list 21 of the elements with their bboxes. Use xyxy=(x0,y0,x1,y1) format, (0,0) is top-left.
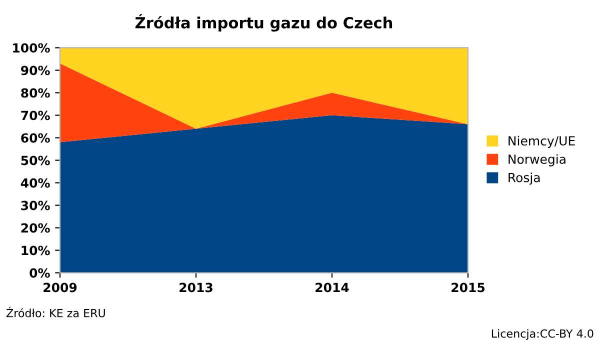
y-tick-label: 60% xyxy=(21,133,50,143)
y-tick-label: 80% xyxy=(21,88,50,98)
y-tick-label: 90% xyxy=(21,66,50,76)
chart-title: Źródła importu gazu do Czech xyxy=(135,14,392,32)
y-tick-label: 70% xyxy=(21,110,50,120)
y-tick-label: 40% xyxy=(20,178,50,188)
x-tick-label: 2009 xyxy=(44,282,77,292)
y-tick-label: 0% xyxy=(30,268,50,278)
legend-label: Rosja xyxy=(508,172,540,185)
text: Źródło: KE za ERU xyxy=(6,306,105,318)
text: Licencja:CC-BY 4.0 xyxy=(492,329,594,340)
x-tick-label: 2014 xyxy=(316,282,349,292)
legend-label: Norwegia xyxy=(508,154,566,166)
y-tick-label: 100% xyxy=(13,43,50,53)
y-tick-label: 30% xyxy=(21,200,50,210)
y-tick-label: 10% xyxy=(22,246,50,256)
x-tick-label: 2013 xyxy=(180,282,212,292)
y-tick-label: 50% xyxy=(21,156,50,166)
legend-label: Niemcy/UE xyxy=(508,136,575,148)
y-tick-label: 20% xyxy=(21,223,50,233)
x-tick-label: 2015 xyxy=(452,282,485,292)
